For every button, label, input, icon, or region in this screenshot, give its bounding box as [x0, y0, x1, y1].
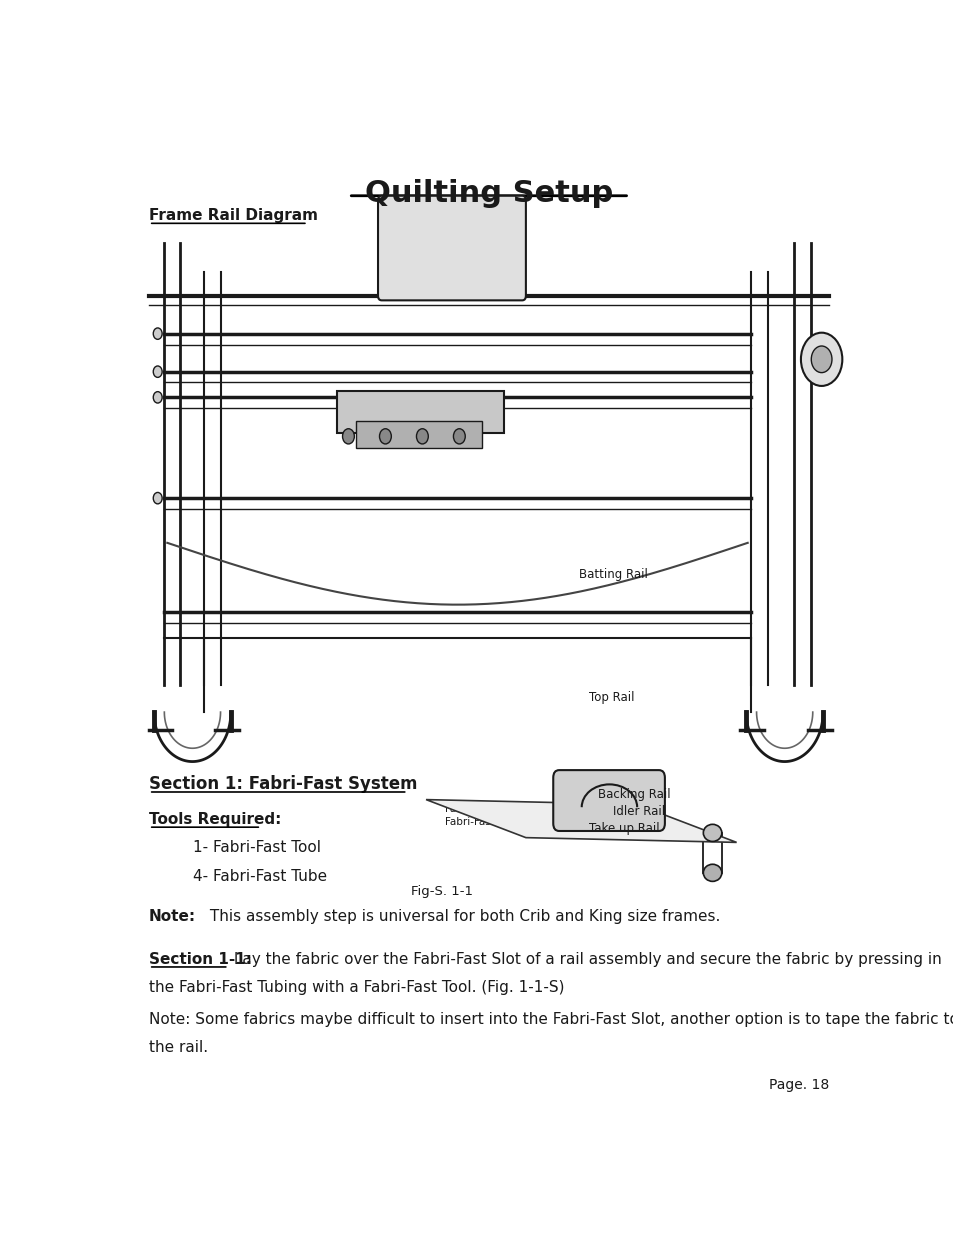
FancyBboxPatch shape [553, 771, 664, 831]
Text: the rail.: the rail. [149, 1040, 208, 1055]
Text: Top Rail: Top Rail [588, 692, 634, 704]
Text: Batting Rail: Batting Rail [578, 568, 647, 580]
Text: Page. 18: Page. 18 [768, 1078, 829, 1092]
Text: Quilting Setup: Quilting Setup [364, 179, 613, 207]
Text: Take up Rail: Take up Rail [588, 821, 659, 835]
Circle shape [153, 391, 162, 403]
Text: This assembly step is universal for both Crib and King size frames.: This assembly step is universal for both… [205, 909, 720, 924]
Text: Idler Rail: Idler Rail [613, 804, 664, 818]
Polygon shape [426, 799, 736, 842]
Circle shape [416, 429, 428, 443]
Text: Fabri-Fast Tube: Fabri-Fast Tube [444, 816, 521, 826]
Text: the Fabri-Fast Tubing with a Fabri-Fast Tool. (Fig. 1-1-S): the Fabri-Fast Tubing with a Fabri-Fast … [149, 981, 564, 995]
Circle shape [153, 493, 162, 504]
Text: Lay the fabric over the Fabri-Fast Slot of a rail assembly and secure the fabric: Lay the fabric over the Fabri-Fast Slot … [229, 952, 941, 967]
Text: Fabri-Fast Tool: Fabri-Fast Tool [444, 804, 517, 814]
Text: 1- Fabri-Fast Tool: 1- Fabri-Fast Tool [193, 841, 321, 856]
Text: Frame Rail Diagram: Frame Rail Diagram [149, 209, 317, 224]
FancyBboxPatch shape [377, 196, 525, 300]
Circle shape [810, 346, 831, 373]
Bar [355, 421, 481, 448]
Text: Fig-S. 1-1: Fig-S. 1-1 [411, 885, 473, 898]
Bar [337, 390, 503, 433]
Circle shape [379, 429, 391, 443]
Text: Note: Some fabrics maybe difficult to insert into the Fabri-Fast Slot, another o: Note: Some fabrics maybe difficult to in… [149, 1011, 953, 1026]
Ellipse shape [702, 864, 721, 882]
Text: 4- Fabri-Fast Tube: 4- Fabri-Fast Tube [193, 869, 327, 884]
Circle shape [342, 429, 354, 443]
Text: Note:: Note: [149, 909, 195, 924]
Text: Backing Rail: Backing Rail [598, 788, 670, 802]
Ellipse shape [702, 824, 721, 841]
Text: Tools Required:: Tools Required: [149, 811, 281, 827]
Circle shape [453, 429, 465, 443]
Circle shape [153, 329, 162, 340]
Circle shape [801, 332, 841, 387]
Text: Section 1-1:: Section 1-1: [149, 952, 252, 967]
Text: Section 1: Fabri-Fast System: Section 1: Fabri-Fast System [149, 774, 416, 793]
Circle shape [153, 366, 162, 378]
